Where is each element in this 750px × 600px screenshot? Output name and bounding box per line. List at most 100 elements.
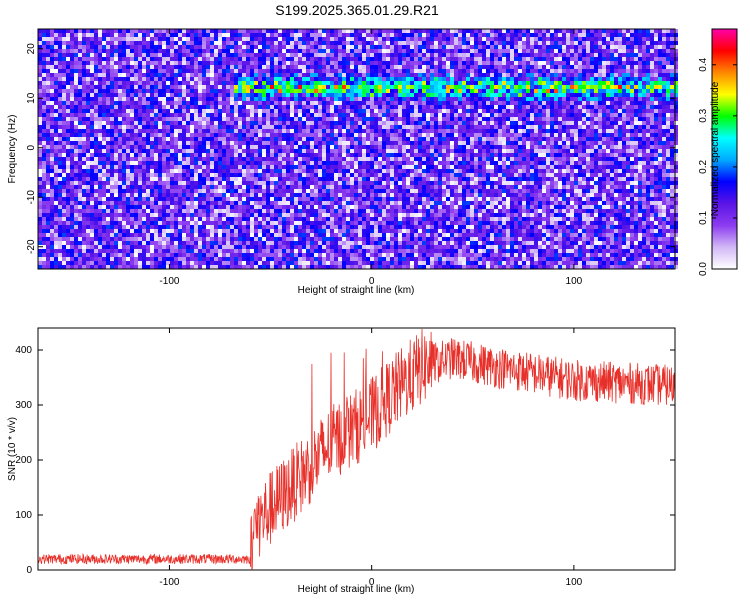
heatmap-cell [142,105,146,109]
heatmap-cell [646,33,650,37]
heatmap-cell [378,121,382,125]
heatmap-cell [270,77,274,81]
heatmap-cell [546,69,550,73]
heatmap-cell [538,45,542,49]
heatmap-cell [414,29,418,33]
heatmap-cell [546,93,550,97]
heatmap-cell [470,49,474,53]
heatmap-cell [458,81,462,85]
heatmap-cell [98,105,102,109]
heatmap-cell [162,85,166,89]
heatmap-cell [50,153,54,157]
heatmap-cell [506,33,510,37]
heatmap-cell [486,101,490,105]
heatmap-cell [526,113,530,117]
heatmap-cell [614,105,618,109]
heatmap-cell [606,65,610,69]
heatmap-cell [514,93,518,97]
heatmap-cell [334,45,338,49]
heatmap-cell [522,85,526,89]
heatmap-cell [66,77,70,81]
heatmap-cell [130,81,134,85]
heatmap-cell [78,145,82,149]
heatmap-cell [82,149,86,153]
heatmap-cell [338,61,342,65]
heatmap-cell [430,45,434,49]
heatmap-cell [226,133,230,137]
heatmap-cell [254,61,258,65]
heatmap-cell [250,89,254,93]
heatmap-cell [526,97,530,101]
heatmap-cell [370,97,374,101]
heatmap-cell [454,133,458,137]
heatmap-cell [290,113,294,117]
heatmap-cell [50,117,54,121]
heatmap-cell [58,137,62,141]
heatmap-cell [442,33,446,37]
heatmap-cell [654,77,658,81]
heatmap-cell [186,141,190,145]
heatmap-cell [462,49,466,53]
heatmap-cell [442,45,446,49]
heatmap-cell [202,125,206,129]
heatmap-cell [174,101,178,105]
heatmap-cell [106,61,110,65]
heatmap-cell [94,109,98,113]
heatmap-cell [446,105,450,109]
heatmap-cell [166,89,170,93]
heatmap-cell [246,49,250,53]
heatmap-cell [282,65,286,69]
heatmap-cell [390,57,394,61]
heatmap-cell [226,101,230,105]
heatmap-cell [146,41,150,45]
heatmap-cell [594,121,598,125]
heatmap-cell [506,141,510,145]
heatmap-cell [442,53,446,57]
heatmap-cell [462,141,466,145]
heatmap-cell [542,93,546,97]
heatmap-cell [118,93,122,97]
heatmap-cell [302,129,306,133]
heatmap-cell [102,53,106,57]
heatmap-cell [114,81,118,85]
heatmap-cell [202,61,206,65]
heatmap-cell [502,141,506,145]
heatmap-cell [102,85,106,89]
heatmap-cell [274,65,278,69]
heatmap-cell [146,141,150,145]
heatmap-cell [562,57,566,61]
heatmap-cell [386,89,390,93]
heatmap-cell [466,77,470,81]
heatmap-cell [490,109,494,113]
heatmap-cell [126,137,130,141]
heatmap-cell [338,73,342,77]
heatmap-cell [118,153,122,157]
heatmap-cell [594,149,598,153]
heatmap-cell [186,81,190,85]
heatmap-cell [626,105,630,109]
heatmap-cell [366,93,370,97]
heatmap-cell [146,45,150,49]
heatmap-cell [406,141,410,145]
heatmap-cell [258,121,262,125]
heatmap-cell [614,45,618,49]
heatmap-cell [62,81,66,85]
heatmap-cell [410,65,414,69]
heatmap-cell [66,37,70,41]
heatmap-cell [578,133,582,137]
heatmap-cell [482,101,486,105]
heatmap-cell [518,57,522,61]
heatmap-cell [334,65,338,69]
heatmap-cell [358,33,362,37]
heatmap-cell [402,45,406,49]
heatmap-cell [530,129,534,133]
heatmap-cell [334,121,338,125]
heatmap-cell [610,29,614,33]
heatmap-cell [334,105,338,109]
heatmap-cell [186,57,190,61]
heatmap-cell [550,37,554,41]
heatmap-cell [658,37,662,41]
heatmap-cell [70,105,74,109]
heatmap-cell [366,129,370,133]
heatmap-cell [114,57,118,61]
